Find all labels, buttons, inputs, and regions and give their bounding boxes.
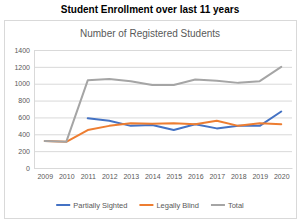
y-tick: 1400	[14, 47, 292, 54]
y-tick: 0	[26, 165, 292, 172]
y-tick-label: 1000	[14, 80, 30, 87]
y-tick: 800	[18, 97, 292, 104]
legend-swatch	[139, 204, 153, 206]
x-tick-label: 2011	[81, 173, 96, 180]
x-tick-label: 2014	[145, 173, 161, 180]
x-tick: 2018	[231, 168, 247, 180]
x-tick-label: 2019	[252, 173, 268, 180]
x-tick: 2016	[188, 168, 204, 180]
y-axis: 0 200 400 600 800 1000 1200 1400	[14, 47, 292, 172]
x-tick: 2017	[209, 168, 225, 180]
x-axis: 2009 2010 2011 2012 2013 2014 2015 2016 2017 2018…	[35, 168, 293, 180]
y-tick: 200	[18, 148, 292, 155]
x-tick-label: 2010	[59, 173, 75, 180]
grid-line	[34, 101, 292, 102]
y-tick: 1200	[14, 64, 292, 71]
series-line	[45, 121, 282, 142]
y-tick-label: 600	[18, 114, 30, 121]
grid-line	[34, 50, 292, 51]
chart-frame	[5, 21, 297, 219]
y-tick-label: 0	[26, 165, 30, 172]
x-tick: 2015	[166, 168, 182, 180]
legend-swatch	[211, 204, 225, 206]
y-tick-label: 800	[18, 97, 30, 104]
legend: Partially Sighted Legally Blind Total	[56, 201, 244, 210]
x-tick: 2020	[274, 168, 290, 180]
grid-line	[34, 168, 292, 169]
y-tick-label: 1200	[14, 64, 30, 71]
y-tick-label: 200	[18, 148, 30, 155]
legend-item: Total	[211, 201, 244, 210]
x-tick: 2010	[59, 168, 75, 180]
x-tick-label: 2012	[102, 173, 118, 180]
grid-line	[34, 117, 292, 118]
series-line	[45, 67, 282, 142]
plot-area	[45, 67, 282, 142]
x-tick: 2012	[102, 168, 118, 180]
chart-title: Number of Registered Students	[80, 28, 220, 39]
x-tick-label: 2009	[37, 173, 53, 180]
x-tick: 2011	[81, 168, 96, 180]
y-tick-label: 400	[18, 131, 30, 138]
y-axis-line	[34, 51, 35, 169]
legend-item: Partially Sighted	[56, 201, 127, 210]
heading: Student Enrollment over last 11 years	[61, 4, 240, 15]
x-tick-label: 2018	[231, 173, 247, 180]
x-tick-label: 2017	[209, 173, 225, 180]
y-tick: 600	[18, 114, 292, 121]
x-tick: 2009	[37, 168, 53, 180]
grid-line	[34, 151, 292, 152]
x-tick-label: 2013	[123, 173, 139, 180]
x-tick-label: 2016	[188, 173, 204, 180]
y-tick: 400	[18, 131, 292, 138]
x-tick: 2013	[123, 168, 139, 180]
legend-swatch	[56, 204, 70, 206]
grid-line	[34, 134, 292, 135]
grid-line	[34, 67, 292, 68]
legend-item: Legally Blind	[139, 201, 199, 210]
series-line	[88, 112, 282, 131]
chart: Student Enrollment over last 11 years Num…	[0, 0, 300, 221]
x-tick-label: 2020	[274, 173, 290, 180]
x-tick: 2014	[145, 168, 161, 180]
x-axis-line	[35, 168, 293, 169]
x-tick: 2019	[252, 168, 268, 180]
legend-label: Legally Blind	[156, 201, 199, 210]
legend-label: Total	[228, 201, 244, 210]
legend-label: Partially Sighted	[73, 201, 127, 210]
x-tick-label: 2015	[166, 173, 182, 180]
y-tick-label: 1400	[14, 47, 30, 54]
